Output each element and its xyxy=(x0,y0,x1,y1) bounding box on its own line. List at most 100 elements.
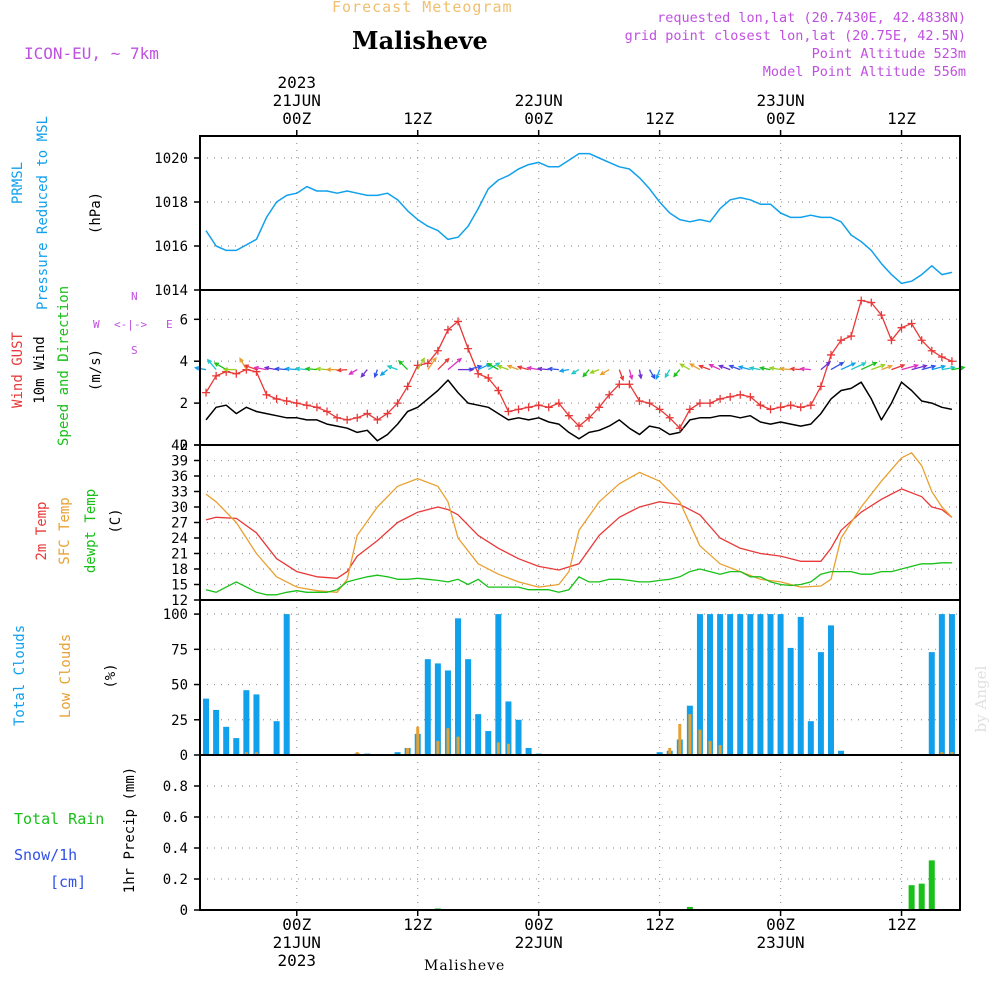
gust-marker xyxy=(524,403,533,412)
gust-marker xyxy=(726,392,735,401)
gust-marker xyxy=(454,317,463,326)
total-cloud-bar xyxy=(817,652,824,755)
product-title: Forecast Meteogram xyxy=(332,0,513,16)
wind-arrow-head xyxy=(887,364,893,370)
low-cloud-bar xyxy=(698,729,702,755)
wind-arrow xyxy=(387,365,398,371)
pressure-unit: (hPa) xyxy=(88,191,104,235)
wind-arrow xyxy=(739,365,751,371)
wind-arrow-head xyxy=(913,363,920,369)
gust-marker xyxy=(393,399,402,408)
total-cloud-bar xyxy=(394,752,401,755)
total-cloud-bar xyxy=(233,738,240,755)
gust-marker xyxy=(675,424,684,433)
gust-marker xyxy=(202,388,211,397)
wind-arrow-head xyxy=(336,367,342,373)
compass-n: N xyxy=(131,290,138,303)
y-tick-label: 50 xyxy=(171,678,188,694)
total-cloud-bar xyxy=(475,714,482,755)
gust-marker xyxy=(544,403,553,412)
grid-coords: grid point closest lon,lat (20.75E, 42.5… xyxy=(624,28,966,44)
precip-unit: 1hr Precip (mm) xyxy=(122,766,138,894)
gust-marker xyxy=(826,350,835,359)
low-cloud-bar xyxy=(436,740,440,755)
x-tick-label-top: 12Z xyxy=(403,109,432,128)
total-cloud-bar xyxy=(767,614,774,755)
gust-marker xyxy=(736,390,745,399)
total-cloud-bar xyxy=(273,721,280,755)
wind-arrow-head xyxy=(263,365,270,371)
wind-arrow xyxy=(860,361,877,371)
low-cloud-bar xyxy=(668,747,672,755)
total-cloud-bar xyxy=(253,694,260,755)
low-clouds-label: Low Clouds xyxy=(58,633,74,719)
total-cloud-bar xyxy=(696,614,703,755)
gust-marker xyxy=(403,382,412,391)
low-cloud-bar xyxy=(718,745,722,755)
gust-marker xyxy=(877,311,886,320)
wind-arrow xyxy=(780,368,791,371)
x-tick-label-bottom: 00Z xyxy=(282,915,311,934)
wind-arrow xyxy=(790,368,801,371)
wind-arrow xyxy=(239,358,247,370)
gust-marker xyxy=(907,319,916,328)
snow-unit-label: [cm] xyxy=(50,873,87,891)
wind-arrow-head xyxy=(728,364,734,370)
wind-arrow-head xyxy=(373,372,379,379)
wind-arrow-head xyxy=(432,356,437,363)
wind-arrow xyxy=(921,365,936,371)
total-cloud-bar xyxy=(747,614,754,755)
wind-arrow-head xyxy=(526,365,532,371)
wind-arrow-head xyxy=(900,363,906,369)
gust-marker xyxy=(363,409,372,418)
gust-marker xyxy=(796,403,805,412)
low-cloud-bar xyxy=(254,752,258,755)
gust-marker xyxy=(786,401,795,410)
y-tick-label: 0.2 xyxy=(163,872,188,888)
total-cloud-bar xyxy=(485,731,492,755)
wind-arrow-head xyxy=(253,365,259,371)
y-tick-label: 1020 xyxy=(154,151,188,167)
temp-unit: (C) xyxy=(108,508,124,534)
gust-marker xyxy=(766,405,775,414)
wind-arrow xyxy=(398,360,409,371)
wind-arrow xyxy=(628,369,633,379)
wind-arrow xyxy=(207,359,217,371)
low-cloud-bar xyxy=(506,743,510,755)
y-tick-label: 25 xyxy=(171,713,188,729)
wind-arrow xyxy=(850,362,866,371)
x-tick-label-top: 12Z xyxy=(645,109,674,128)
wind-arrow xyxy=(538,368,549,371)
low-cloud-bar xyxy=(708,740,712,755)
wind-10m-label: 10m Wind xyxy=(32,336,48,404)
total-cloud-bar xyxy=(737,614,744,755)
total-cloud-bar xyxy=(838,750,845,755)
gust-marker xyxy=(867,298,876,307)
signature: by Angel xyxy=(972,665,990,733)
y-tick-label: 12 xyxy=(171,593,188,609)
wind-arrow xyxy=(709,364,721,371)
wind-arrow-head xyxy=(930,364,937,370)
tsfc-line xyxy=(205,452,953,593)
y-tick-label: 0 xyxy=(180,903,188,919)
x-tick-label-bottom: 2023 xyxy=(277,951,316,970)
gust-marker xyxy=(665,413,674,422)
wind-arrow xyxy=(931,365,945,371)
gust-marker xyxy=(212,371,221,380)
wind-arrow-head xyxy=(850,362,857,367)
compass-e: E xyxy=(166,318,173,331)
rain-label: Total Rain xyxy=(14,810,105,828)
wind-arrow xyxy=(871,364,885,371)
y-tick-label: 0 xyxy=(180,438,188,454)
wind-arrow xyxy=(275,367,287,371)
wind-arrow xyxy=(244,364,257,371)
low-cloud-bar xyxy=(456,736,460,755)
compass-arrow: <-|-> xyxy=(114,318,148,331)
tsfc-label: SFC Temp xyxy=(57,497,73,565)
compass-w: W xyxy=(93,318,100,331)
wind-arrow-head xyxy=(638,374,643,380)
gust-marker xyxy=(776,403,785,412)
gust-marker xyxy=(937,353,946,362)
gust-marker xyxy=(383,409,392,418)
wind-arrow-head xyxy=(243,364,250,369)
